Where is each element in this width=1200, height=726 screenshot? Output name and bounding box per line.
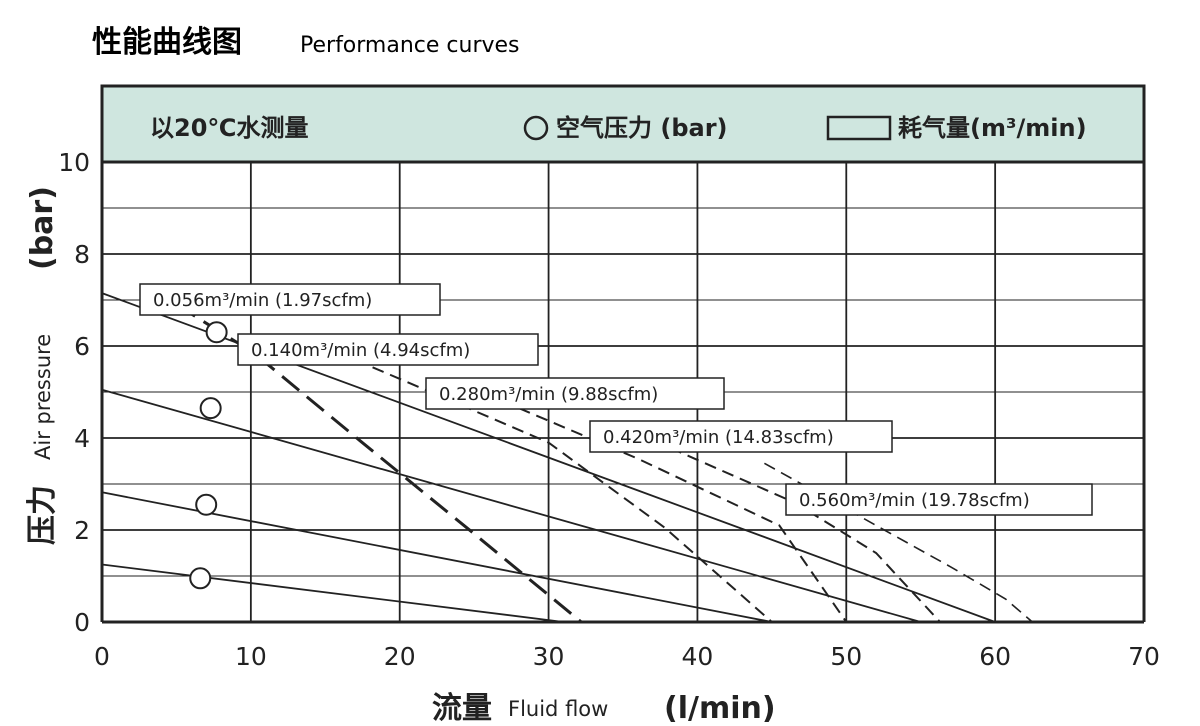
air-consumption-curve (518, 407, 848, 623)
x-tick-label: 10 (235, 642, 267, 671)
air-pressure-line (101, 491, 773, 623)
callout-box (139, 283, 441, 316)
pressure-markers (189, 321, 228, 590)
callout-box (785, 483, 1093, 516)
legend-band (100, 84, 1146, 164)
y-axis-unit: (bar) (25, 186, 60, 270)
callout-label: 0.420m³/min (14.83scfm) (603, 427, 834, 448)
y-tick-label: 6 (74, 332, 90, 361)
x-axis-unit: (l/min) (664, 691, 776, 726)
consumption-callout: 0.280m³/min (9.88scfm) (425, 377, 725, 410)
air-pressure-line (101, 388, 921, 623)
legend-rect-label: 耗气量(m³/min) (898, 114, 1087, 142)
legend-rect-marker (826, 115, 892, 141)
consumption-callout: 0.056m³/min (1.97scfm) (139, 283, 441, 316)
air-pressure-marker (195, 493, 218, 516)
y-axis-label-en: Air pressure (31, 334, 55, 460)
x-axis-label-cn: 流量 (432, 691, 492, 726)
air-pressure-marker (189, 567, 212, 590)
legend-circle-label: 空气压力 (bar) (556, 114, 728, 142)
x-tick-label: 50 (830, 642, 862, 671)
x-tick-label: 60 (979, 642, 1011, 671)
consumption-callout: 0.140m³/min (4.94scfm) (237, 333, 539, 366)
air-pressure-line (101, 563, 564, 623)
x-tick-label: 70 (1128, 642, 1160, 671)
air-consumption-curve (652, 439, 941, 623)
x-tick-labels: 0 10 20 30 40 50 60 70 (94, 642, 1160, 671)
callout-label: 0.280m³/min (9.88scfm) (439, 384, 658, 405)
x-tick-label: 0 (94, 642, 110, 671)
chart-title-en: Performance curves (300, 33, 520, 58)
callout-label: 0.560m³/min (19.78scfm) (799, 490, 1030, 511)
y-tick-label: 10 (58, 148, 90, 177)
legend-circle-marker (523, 115, 549, 141)
chart-title-cn: 性能曲线图 (92, 25, 242, 60)
y-axis-label-cn: 压力 (25, 485, 60, 545)
consumption-callout: 0.560m³/min (19.78scfm) (785, 483, 1093, 516)
callout-label: 0.140m³/min (4.94scfm) (251, 340, 470, 361)
callout-box (589, 420, 893, 453)
x-axis-label-en: Fluid flow (508, 697, 608, 721)
x-tick-label: 30 (533, 642, 565, 671)
air-pressure-marker (205, 321, 228, 344)
x-tick-label: 20 (384, 642, 416, 671)
air-consumption-curve (175, 303, 583, 624)
callout-box (425, 377, 725, 410)
y-tick-label: 0 (74, 608, 90, 637)
x-tick-label: 40 (682, 642, 714, 671)
y-tick-label: 2 (74, 516, 90, 545)
callout-label: 0.056m³/min (1.97scfm) (153, 290, 372, 311)
consumption-callout: 0.420m³/min (14.83scfm) (589, 420, 893, 453)
legend-condition: 以20℃水测量 (150, 114, 308, 142)
y-tick-label: 8 (74, 240, 90, 269)
y-tick-label: 4 (74, 424, 90, 453)
callout-box (237, 333, 539, 366)
consumption-callouts: 0.056m³/min (1.97scfm) 0.140m³/min (4.94s… (139, 283, 1093, 516)
air-pressure-marker (199, 397, 222, 420)
y-tick-labels: 0 2 4 6 8 10 (58, 148, 90, 637)
